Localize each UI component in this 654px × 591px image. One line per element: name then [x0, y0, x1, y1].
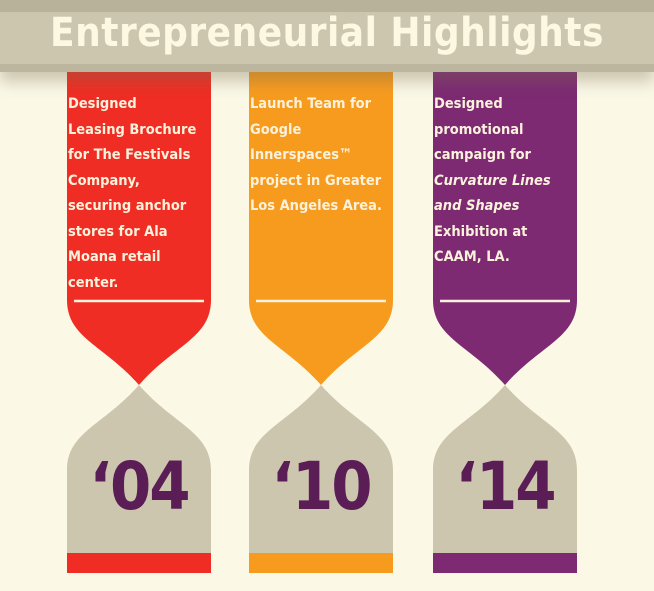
hourglass-bottom-2004 — [67, 385, 211, 553]
page-title: Entrepreneurial Highlights — [50, 10, 604, 56]
hourglass-top-2014 — [433, 60, 577, 385]
banner-bottom-shade — [0, 64, 654, 72]
highlight-2014: Designed promotional campaign for Curvat… — [430, 0, 580, 591]
hourglass-graphic-2010 — [249, 60, 393, 573]
description-2010: Launch Team for Google Innerspaces™ proj… — [250, 96, 382, 214]
hourglass-top-2010 — [249, 60, 393, 385]
description-2014: Designed promotional campaign for Curvat… — [434, 96, 551, 265]
hourglass-bottom-2014 — [433, 385, 577, 553]
hourglass-top-2004 — [67, 60, 211, 385]
highlight-2004: Designed Leasing Brochure for The Festiv… — [64, 0, 214, 591]
banner-top-shade — [0, 0, 654, 12]
bottom-bar-2004 — [67, 553, 211, 573]
year-label-2004: ‘04 — [89, 448, 190, 525]
year-label-2014: ‘14 — [455, 448, 556, 525]
hourglass-graphic-2004 — [67, 60, 211, 573]
description-2004: Designed Leasing Brochure for The Festiv… — [68, 96, 197, 291]
title-banner — [0, 0, 654, 72]
highlight-2010: Launch Team for Google Innerspaces™ proj… — [246, 0, 396, 591]
hourglass-bottom-2010 — [249, 385, 393, 553]
year-label-2010: ‘10 — [271, 448, 372, 525]
bottom-bar-2014 — [433, 553, 577, 573]
hourglass-graphic-2014 — [433, 60, 577, 573]
bottom-bar-2010 — [249, 553, 393, 573]
